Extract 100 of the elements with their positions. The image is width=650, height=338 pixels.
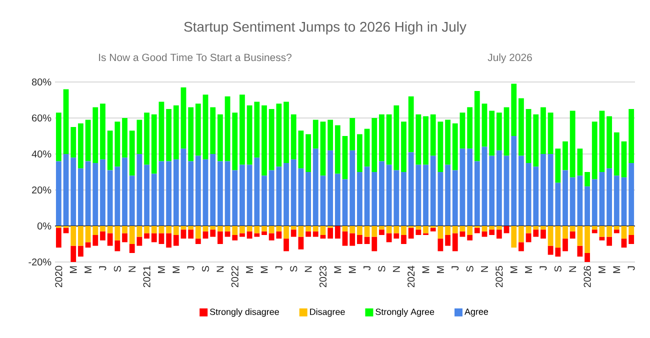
bar: [364, 226, 370, 237]
bar: [188, 161, 194, 226]
bar: [350, 226, 356, 234]
bar: [599, 110, 605, 172]
bar: [584, 226, 590, 253]
bar: [78, 246, 84, 257]
bar: [334, 125, 340, 174]
bar: [452, 226, 458, 234]
bar: [180, 230, 186, 239]
bar: [224, 161, 230, 226]
bar: [364, 128, 370, 167]
bar: [240, 226, 245, 234]
bar: [621, 238, 627, 248]
bar: [188, 107, 194, 162]
bar: [496, 226, 502, 230]
x-tick-label: J: [540, 266, 547, 270]
bar: [372, 172, 378, 226]
bar: [489, 110, 495, 156]
bar: [224, 96, 230, 162]
bar: [180, 226, 186, 230]
bar: [224, 231, 230, 237]
bar: [562, 170, 568, 226]
x-tick-label: 2022: [231, 266, 238, 288]
bar: [240, 233, 245, 237]
bar: [496, 112, 502, 150]
x-tick-label: M: [348, 266, 356, 274]
bar: [452, 123, 458, 170]
bar: [540, 107, 546, 154]
bar: [445, 226, 450, 235]
bar: [312, 226, 318, 232]
legend-label: Strongly Agree: [376, 308, 434, 317]
bar: [401, 234, 406, 244]
x-tick-label: S: [554, 266, 562, 272]
bar: [78, 226, 84, 246]
bar: [188, 226, 194, 230]
bar: [320, 176, 326, 226]
bar: [63, 89, 69, 154]
bar: [210, 154, 216, 226]
bar: [92, 226, 98, 235]
x-tick-label: 2026: [584, 266, 591, 288]
x-tick-label: J: [99, 266, 106, 270]
bar: [195, 226, 201, 239]
bar: [599, 226, 605, 237]
bar: [240, 164, 245, 226]
bar: [158, 226, 164, 234]
bar: [224, 226, 230, 232]
bar: [173, 159, 179, 226]
x-tick-label: N: [392, 266, 400, 272]
bar: [614, 176, 620, 226]
x-tick-label: 2024: [408, 266, 415, 288]
bar: [460, 112, 466, 149]
bar: [217, 114, 223, 162]
bar: [606, 236, 612, 246]
bar: [482, 146, 488, 226]
bar: [210, 226, 216, 230]
bar: [356, 234, 362, 244]
bar: [195, 156, 201, 226]
bar: [188, 230, 194, 239]
bar: [290, 159, 296, 226]
bar: [122, 158, 128, 226]
chart-subtitle: Is Now a Good Time To Start a Business?: [99, 53, 292, 62]
bar: [356, 134, 362, 172]
bar: [562, 141, 568, 170]
bar: [518, 98, 524, 156]
bar: [342, 136, 348, 180]
bar: [379, 114, 384, 162]
x-tick-label: M: [158, 266, 165, 274]
bar: [423, 226, 428, 234]
bar: [467, 234, 473, 240]
bar: [460, 231, 466, 237]
bar: [614, 226, 620, 230]
x-tick-label: J: [628, 266, 635, 270]
bar: [350, 118, 356, 150]
bar: [621, 141, 627, 178]
bar: [496, 150, 502, 226]
bar: [70, 246, 76, 262]
bar: [158, 161, 164, 226]
bar: [584, 186, 590, 226]
bar: [401, 226, 406, 235]
bar: [70, 126, 76, 158]
bar: [151, 114, 157, 174]
bar: [85, 120, 91, 162]
bar: [173, 105, 179, 160]
bar: [100, 104, 106, 160]
bar: [262, 176, 267, 226]
bar: [628, 108, 634, 163]
x-tick-label: M: [334, 266, 342, 274]
bar: [210, 230, 216, 237]
bar: [460, 226, 466, 232]
bar: [489, 230, 495, 235]
bar: [298, 130, 304, 168]
y-tick-label: 40%: [32, 150, 52, 158]
bar: [284, 238, 289, 252]
bar: [306, 172, 311, 226]
x-tick-label: S: [290, 266, 298, 272]
bar: [56, 228, 62, 248]
bar: [342, 179, 348, 226]
bar: [210, 107, 216, 154]
bar: [423, 164, 428, 226]
bar: [379, 230, 384, 235]
